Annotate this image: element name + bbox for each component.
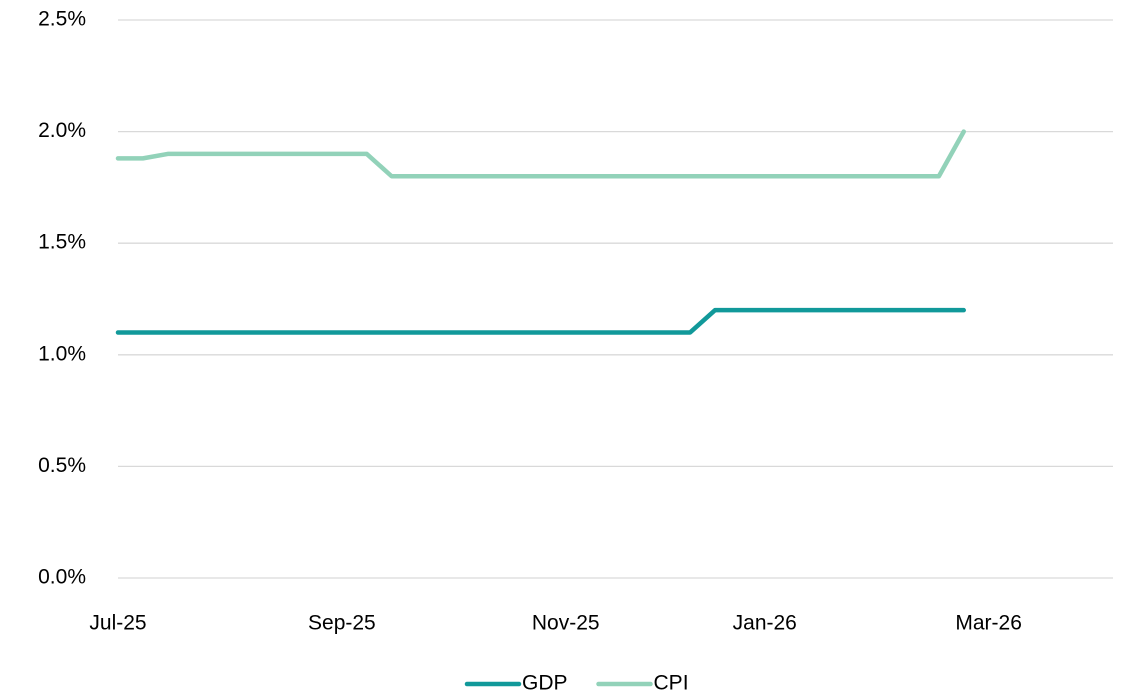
x-tick-label: Jul-25 bbox=[89, 612, 146, 635]
y-tick-label: 1.5% bbox=[38, 231, 86, 254]
y-tick-label: 0.0% bbox=[38, 566, 86, 589]
y-tick-label: 0.5% bbox=[38, 454, 86, 477]
legend-label: GDP bbox=[522, 672, 568, 695]
series-line bbox=[115, 129, 966, 179]
x-tick-label: Mar-26 bbox=[955, 612, 1022, 635]
x-tick-label: Nov-25 bbox=[532, 612, 600, 635]
y-tick-label: 1.0% bbox=[38, 342, 86, 365]
x-tick-label: Sep-25 bbox=[308, 612, 376, 635]
series-line bbox=[115, 307, 966, 335]
y-tick-label: 2.0% bbox=[38, 119, 86, 142]
legend-label: CPI bbox=[654, 672, 689, 695]
x-tick-label: Jan-26 bbox=[733, 612, 797, 635]
y-tick-label: 2.5% bbox=[38, 8, 86, 31]
